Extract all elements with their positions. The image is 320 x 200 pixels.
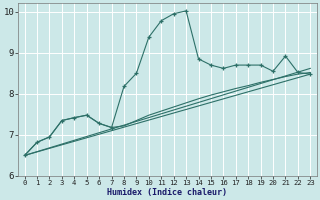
- X-axis label: Humidex (Indice chaleur): Humidex (Indice chaleur): [108, 188, 228, 197]
